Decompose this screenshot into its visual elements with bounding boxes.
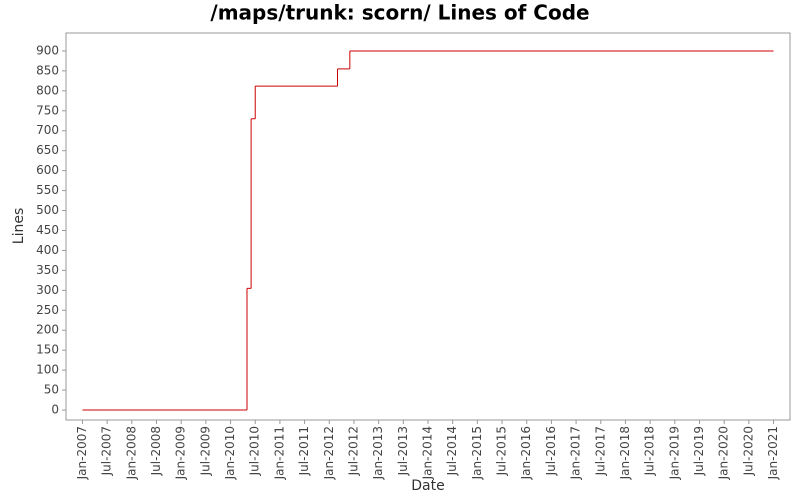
x-tick-label: Jul-2011 — [297, 426, 311, 476]
x-tick-label: Jan-2010 — [223, 426, 237, 480]
x-tick-label: Jul-2016 — [544, 426, 558, 476]
x-tick-label: Jul-2015 — [495, 426, 509, 476]
x-tick-label: Jul-2017 — [593, 426, 607, 476]
x-tick-label: Jul-2009 — [198, 426, 212, 476]
y-tick-label: 450 — [36, 223, 59, 237]
x-tick-label: Jul-2010 — [248, 426, 262, 476]
chart-title: /maps/trunk: scorn/ Lines of Code — [210, 1, 589, 25]
y-tick-label: 650 — [36, 143, 59, 157]
x-tick-label: Jul-2013 — [396, 426, 410, 476]
y-tick-label: 150 — [36, 343, 59, 357]
x-tick-label: Jan-2008 — [124, 426, 138, 480]
y-tick-label: 600 — [36, 163, 59, 177]
x-tick-label: Jan-2017 — [569, 426, 583, 480]
x-tick-label: Jan-2019 — [667, 426, 681, 480]
y-tick-label: 300 — [36, 283, 59, 297]
x-tick-label: Jan-2011 — [272, 426, 286, 480]
x-tick-label: Jan-2009 — [174, 426, 188, 480]
y-tick-label: 900 — [36, 43, 59, 57]
x-tick-label: Jul-2014 — [445, 426, 459, 476]
x-tick-label: Jul-2020 — [741, 426, 755, 476]
x-tick-label: Jan-2014 — [421, 426, 435, 480]
y-tick-label: 100 — [36, 363, 59, 377]
y-tick-label: 550 — [36, 183, 59, 197]
y-tick-label: 850 — [36, 63, 59, 77]
y-tick-label: 350 — [36, 263, 59, 277]
x-tick-label: Jan-2012 — [322, 426, 336, 480]
x-tick-label: Jan-2013 — [371, 426, 385, 480]
x-tick-label: Jul-2007 — [100, 426, 114, 476]
x-tick-label: Jul-2019 — [692, 426, 706, 476]
y-tick-label: 500 — [36, 203, 59, 217]
y-tick-label: 50 — [44, 383, 59, 397]
y-axis-title: Lines — [11, 208, 27, 244]
x-tick-label: Jan-2021 — [766, 426, 780, 480]
x-tick-label: Jan-2016 — [519, 426, 533, 480]
y-tick-label: 700 — [36, 123, 59, 137]
y-tick-label: 800 — [36, 83, 59, 97]
y-tick-label: 200 — [36, 323, 59, 337]
x-tick-label: Jul-2018 — [643, 426, 657, 476]
y-tick-label: 250 — [36, 303, 59, 317]
y-tick-label: 0 — [51, 403, 59, 417]
x-tick-label: Jan-2020 — [717, 426, 731, 480]
x-axis-title: Date — [411, 478, 444, 494]
x-tick-label: Jan-2007 — [75, 426, 89, 480]
x-tick-label: Jul-2008 — [149, 426, 163, 476]
y-tick-label: 400 — [36, 243, 59, 257]
x-tick-label: Jan-2015 — [470, 426, 484, 480]
x-tick-label: Jul-2012 — [346, 426, 360, 476]
x-tick-label: Jan-2018 — [618, 426, 632, 480]
plot-area — [65, 32, 791, 421]
y-tick-label: 750 — [36, 103, 59, 117]
